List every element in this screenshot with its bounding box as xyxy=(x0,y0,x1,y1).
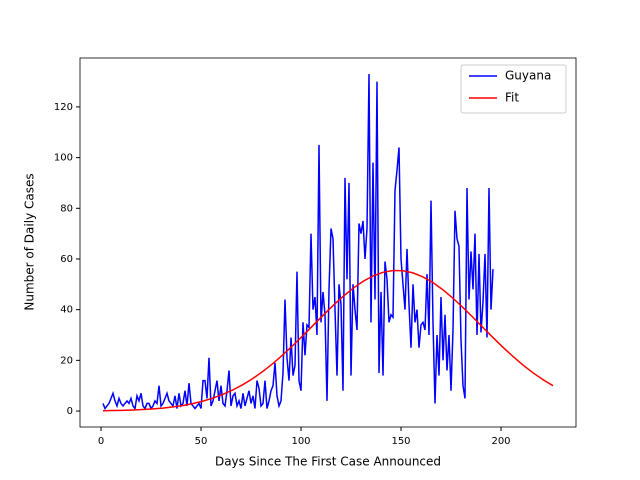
y-tick-label: 100 xyxy=(54,153,73,164)
y-tick-label: 60 xyxy=(60,254,73,265)
legend-label: Fit xyxy=(505,91,519,105)
y-tick-label: 80 xyxy=(60,203,73,214)
x-tick-label: 200 xyxy=(491,436,510,447)
x-tick-label: 150 xyxy=(391,436,410,447)
y-tick-label: 20 xyxy=(60,355,73,366)
y-tick-label: 120 xyxy=(54,102,73,113)
y-axis-label: Number of Daily Cases xyxy=(23,173,37,310)
series-line xyxy=(102,73,494,411)
series-line xyxy=(102,269,554,412)
y-tick-label: 40 xyxy=(60,305,73,316)
y-tick-label: 0 xyxy=(67,406,73,417)
x-tick-label: 100 xyxy=(291,436,310,447)
legend-box xyxy=(460,64,567,114)
x-axis-label: Days Since The First Case Announced xyxy=(215,455,441,469)
plot-frame xyxy=(79,57,577,428)
x-tick-label: 50 xyxy=(195,436,208,447)
legend-label: Guyana xyxy=(505,69,551,83)
x-tick-label: 0 xyxy=(98,436,104,447)
